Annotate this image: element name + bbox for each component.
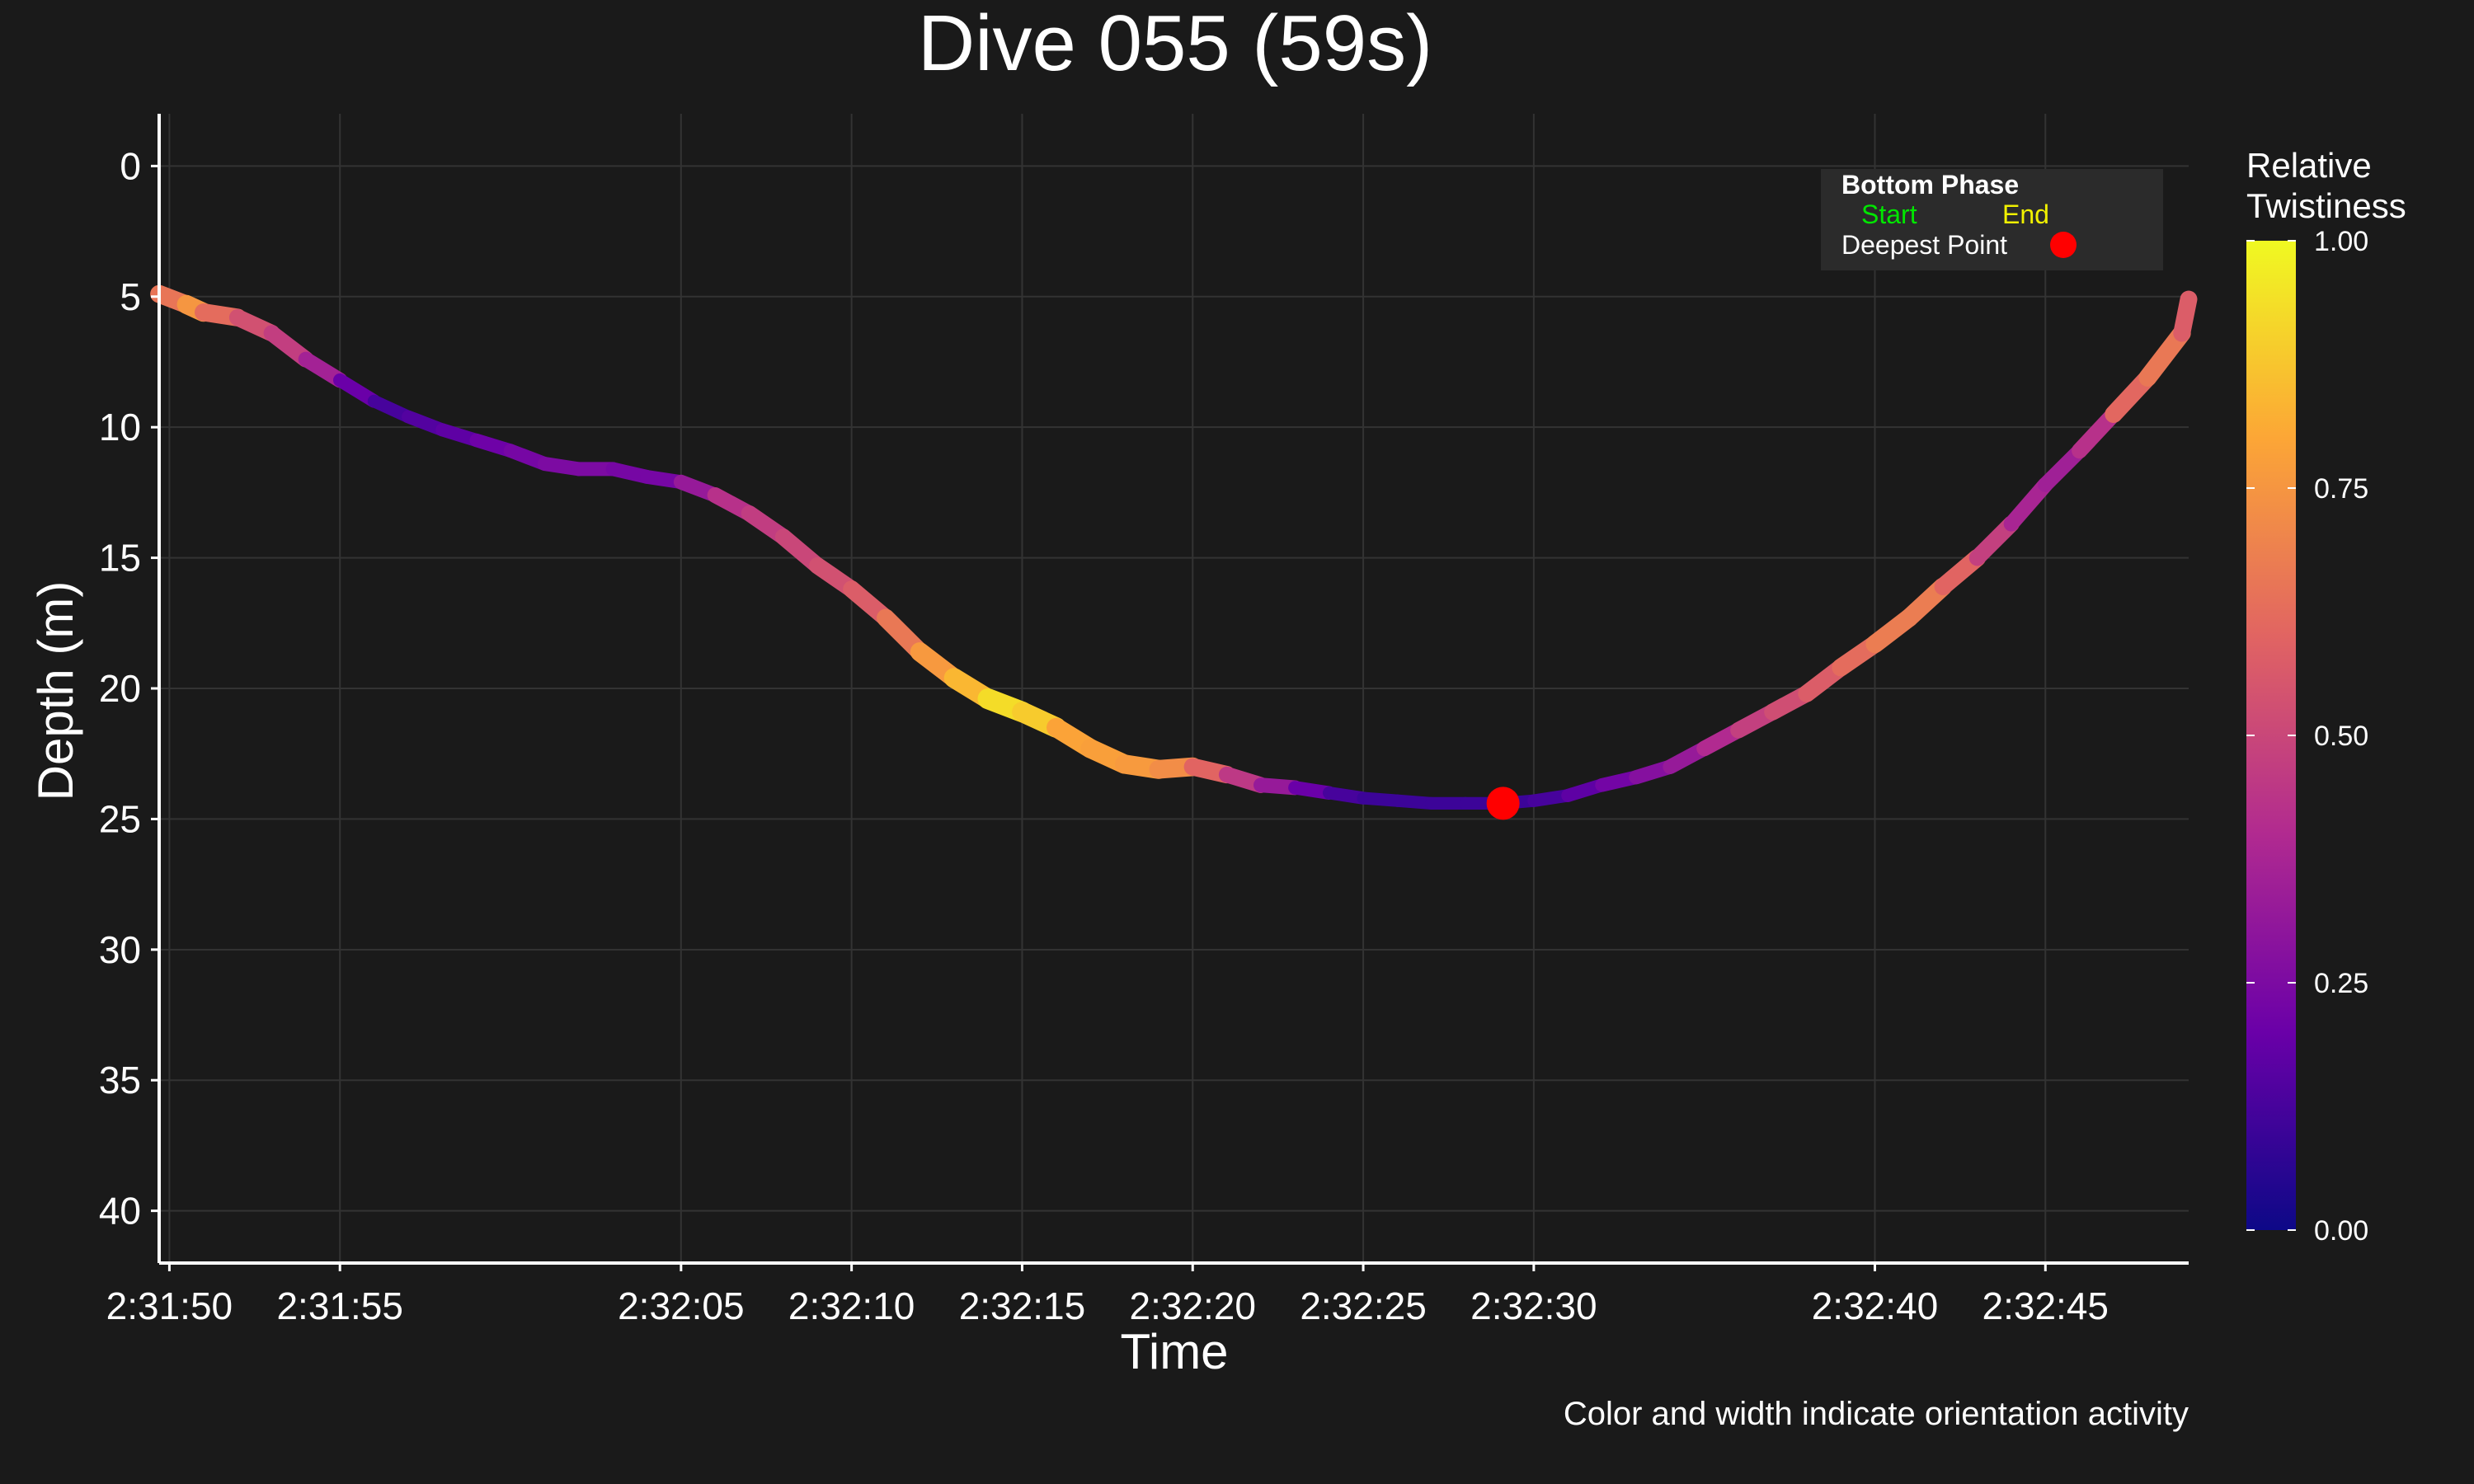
chart-title: Dive 055 (59s) — [918, 0, 1432, 87]
colorbar-title-line2: Twistiness — [2246, 186, 2406, 225]
legend-box — [1821, 169, 2163, 270]
grid-lines — [159, 114, 2189, 1263]
x-tick-label: 2:32:10 — [788, 1284, 915, 1327]
y-tick-label: 30 — [99, 928, 141, 971]
x-tick-label: 2:31:50 — [106, 1284, 233, 1327]
y-tick-label: 5 — [120, 275, 141, 318]
x-tick-labels: 2:31:50 2:31:55 2:32:05 2:32:10 2:32:15 2:32:… — [106, 1263, 2109, 1327]
x-axis-label: Time — [1120, 1324, 1228, 1379]
deepest-point-marker — [1486, 787, 1520, 820]
y-axis-label: Depth (m) — [28, 581, 83, 801]
x-tick-label: 2:32:05 — [618, 1284, 744, 1327]
x-tick-label: 2:31:55 — [276, 1284, 402, 1327]
colorbar: Relative Twistiness 0.00 0.25 0.50 0.75 1.00 — [2246, 146, 2406, 1247]
colorbar-ticks: 0.00 0.25 0.50 0.75 1.00 — [2246, 226, 2368, 1247]
trace-segment — [333, 373, 381, 408]
x-tick-label: 2:32:25 — [1300, 1284, 1426, 1327]
y-tick-label: 15 — [99, 537, 141, 580]
colorbar-tick-label: 1.00 — [2314, 226, 2368, 257]
chart-caption: Color and width indicate orientation act… — [1564, 1396, 2189, 1432]
legend: Bottom Phase Start End Deepest Point — [1821, 169, 2163, 270]
colorbar-tick-label: 0.00 — [2314, 1215, 2368, 1247]
legend-start-label: Start — [1861, 200, 1917, 229]
y-tick-label: 0 — [120, 144, 141, 187]
y-tick-labels: 0 5 10 15 20 25 30 35 40 — [99, 144, 159, 1233]
x-tick-label: 2:32:20 — [1130, 1284, 1256, 1327]
colorbar-tick-label: 0.75 — [2314, 473, 2368, 505]
x-tick-label: 2:32:40 — [1812, 1284, 1938, 1327]
legend-end-label: End — [2002, 200, 2049, 229]
x-tick-label: 2:32:15 — [959, 1284, 1085, 1327]
colorbar-title-line1: Relative — [2246, 146, 2372, 185]
y-tick-label: 35 — [99, 1059, 141, 1101]
deepest-point — [1486, 787, 1520, 820]
dive-trace — [150, 284, 2198, 810]
trace-segment — [1968, 515, 2020, 566]
colorbar-tick-label: 0.25 — [2314, 968, 2368, 999]
trace-segment — [2038, 443, 2087, 492]
y-tick-label: 10 — [99, 406, 141, 448]
legend-deepest-icon — [2050, 232, 2077, 258]
x-tick-label: 2:32:45 — [1982, 1284, 2109, 1327]
y-tick-label: 25 — [99, 797, 141, 840]
y-tick-label: 40 — [99, 1190, 141, 1233]
trace-segment — [2003, 477, 2053, 532]
x-tick-label: 2:32:30 — [1470, 1284, 1597, 1327]
legend-title: Bottom Phase — [1841, 170, 2019, 200]
y-tick-label: 20 — [99, 667, 141, 710]
trace-segment — [2138, 324, 2191, 387]
colorbar-tick-label: 0.50 — [2314, 721, 2368, 752]
legend-deepest-label: Deepest Point — [1841, 230, 2007, 260]
trace-segment — [2173, 290, 2198, 342]
